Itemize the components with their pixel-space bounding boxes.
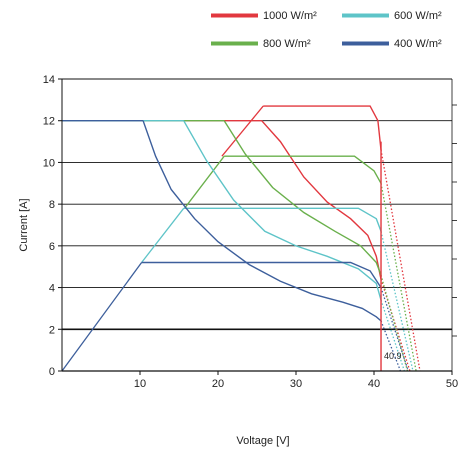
series-power-line [263, 105, 382, 150]
y-tick-label: 4 [49, 283, 55, 295]
series-power-line [183, 207, 382, 232]
series-iv-curve [142, 120, 382, 322]
series-load-line [141, 207, 185, 263]
y-tick-label: 14 [43, 74, 55, 86]
series-power-line [224, 155, 382, 184]
y-tick-label: 10 [43, 157, 55, 169]
voltage-annotation: 40.9 [384, 351, 402, 361]
series-group [61, 105, 421, 372]
x-tick-label: 40 [368, 378, 380, 390]
series-projection [380, 183, 417, 372]
series-load-line [183, 155, 225, 209]
series-power-line [141, 261, 382, 288]
series-load-line [221, 105, 264, 157]
series-projection [380, 231, 414, 372]
legend-label-0: 1000 W/m² [263, 10, 317, 22]
series-load-line [61, 262, 143, 372]
legend: 1000 W/m² 800 W/m² 600 W/m² 400 W/m² [211, 10, 442, 50]
axes: 0 2 4 6 8 10 12 14 10 20 30 40 50 [43, 74, 458, 390]
series-0 [62, 105, 421, 372]
legend-label-2: 600 W/m² [394, 10, 442, 22]
y-tick-label: 12 [43, 116, 55, 128]
series-projection [380, 149, 421, 372]
series-iv-curve [261, 120, 382, 280]
y-tick-label: 8 [49, 199, 55, 211]
x-tick-label: 30 [290, 378, 302, 390]
y-tick-label: 2 [49, 324, 55, 336]
series-3 [61, 120, 409, 372]
legend-label-1: 800 W/m² [263, 38, 311, 50]
x-tick-label: 10 [134, 378, 146, 390]
x-axis-label: Voltage [V] [236, 435, 289, 447]
series-iv-curve [183, 120, 382, 301]
series-projection [380, 287, 409, 372]
legend-swatch-3 [342, 41, 389, 46]
y-axis-label: Current [A] [18, 198, 30, 251]
legend-swatch-1 [211, 41, 258, 46]
legend-swatch-0 [211, 13, 258, 18]
y-tick-label: 6 [49, 241, 55, 253]
legend-swatch-2 [342, 13, 389, 18]
x-tick-label: 20 [212, 378, 224, 390]
grid-lines [62, 78, 452, 372]
series-iv-curve [223, 120, 382, 276]
series-projection-low [380, 274, 409, 372]
x-tick-label: 50 [446, 378, 458, 390]
legend-label-3: 400 W/m² [394, 38, 442, 50]
series-projection-low [380, 320, 402, 372]
y-tick-label: 0 [49, 366, 55, 378]
